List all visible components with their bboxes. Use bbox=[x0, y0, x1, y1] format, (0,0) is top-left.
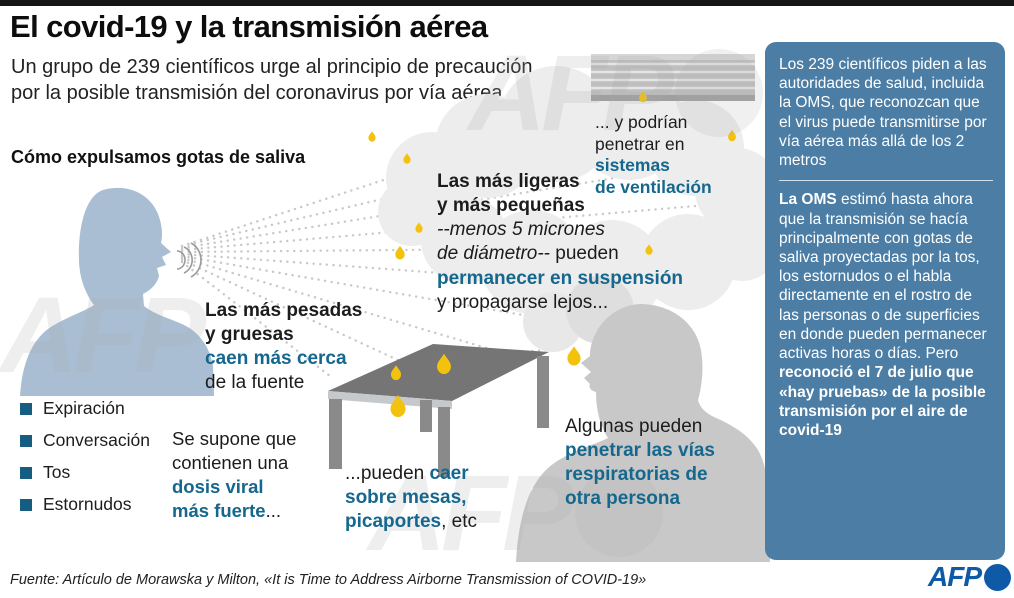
square-bullet-icon bbox=[20, 402, 32, 415]
annotation-text: ...pueden bbox=[345, 463, 430, 484]
annotation-accent-text: sobre mesas, bbox=[345, 487, 467, 509]
sidebar-divider bbox=[779, 180, 993, 182]
droplet-icon bbox=[368, 131, 376, 142]
list-item: Estornudos bbox=[20, 494, 150, 515]
annotation-text: ... bbox=[265, 500, 281, 522]
annotation-text: y gruesas bbox=[205, 324, 294, 346]
droplet-icon bbox=[645, 244, 653, 255]
annotation-light-droplets: Las más ligeras y más pequeñas --menos 5… bbox=[437, 170, 683, 315]
top-bar bbox=[0, 0, 1014, 6]
annotation-text: Algunas pueden bbox=[565, 416, 703, 437]
annotation-text: contienen una bbox=[172, 452, 289, 474]
source-credit: Fuente: Artículo de Morawska y Milton, «… bbox=[10, 572, 647, 588]
annotation-text: de la fuente bbox=[205, 372, 305, 394]
expulsion-modes-list: Expiración Conversación Tos Estornudos bbox=[20, 398, 150, 526]
subtitle-line: Un grupo de 239 científicos urge al prin… bbox=[11, 56, 533, 78]
person-right-silhouette bbox=[516, 304, 770, 562]
annotation-text: Las más pesadas bbox=[205, 300, 363, 321]
annotation-accent-text: sistemas bbox=[595, 155, 670, 176]
sidebar-paragraph-2: La OMS estimó hasta ahora que la transmi… bbox=[779, 190, 993, 440]
annotation-ventilation: ... y podrían penetrar en sistemas de ve… bbox=[595, 112, 712, 199]
sidebar-panel: Los 239 científicos piden a las autorida… bbox=[765, 42, 1005, 560]
annotation-viral-dose: Se supone que contienen una dosis viral … bbox=[172, 427, 296, 523]
droplet-icon bbox=[390, 365, 402, 381]
droplet-icon bbox=[567, 346, 581, 366]
annotation-accent-text: otra persona bbox=[565, 488, 681, 510]
annotation-accent-text: de ventilación bbox=[595, 177, 712, 198]
page-title: El covid-19 y la transmisión aérea bbox=[10, 9, 488, 44]
square-bullet-icon bbox=[20, 498, 32, 511]
sidebar-bold-text: reconoció el 7 de julio que «hay pruebas… bbox=[779, 364, 986, 439]
annotation-accent-text: picaportes bbox=[345, 511, 442, 533]
page-subtitle: Un grupo de 239 científicos urge al prin… bbox=[11, 54, 532, 107]
sidebar-paragraph-1: Los 239 científicos piden a las autorida… bbox=[779, 56, 987, 170]
list-item: Tos bbox=[20, 462, 150, 483]
annotation-other-person: Algunas pueden penetrar las vías respira… bbox=[565, 415, 715, 512]
annotation-text: y más pequeñas bbox=[437, 195, 585, 217]
square-bullet-icon bbox=[20, 466, 32, 479]
droplet-icon bbox=[395, 245, 405, 260]
annotation-accent-text: permanecer en suspensión bbox=[437, 267, 684, 289]
section-heading: Cómo expulsamos gotas de saliva bbox=[11, 147, 306, 167]
annotation-accent-text: caen más cerca bbox=[205, 348, 347, 370]
table-illustration bbox=[328, 344, 549, 477]
annotation-text: penetrar en bbox=[595, 133, 685, 154]
mouth-sound-arcs bbox=[176, 242, 202, 278]
droplet-icon bbox=[639, 90, 647, 103]
annotation-text: de diámetro-- bbox=[437, 243, 550, 265]
afp-logo: AFP bbox=[928, 561, 1011, 593]
annotation-text: , etc bbox=[441, 511, 477, 533]
annotation-text: Las más ligeras bbox=[437, 171, 580, 192]
afp-logo-circle-icon bbox=[984, 563, 1011, 591]
annotation-accent-text: penetrar las vías bbox=[565, 440, 715, 462]
annotation-surfaces: ...pueden caer sobre mesas, picaportes, … bbox=[345, 462, 477, 534]
list-item-label: Estornudos bbox=[43, 494, 132, 514]
droplet-icons bbox=[368, 90, 736, 417]
annotation-text: Se supone que bbox=[172, 428, 297, 449]
annotation-accent-text: dosis viral bbox=[172, 476, 264, 498]
droplet-icon bbox=[403, 153, 411, 164]
annotation-accent-text: caer bbox=[429, 463, 469, 484]
square-bullet-icon bbox=[20, 434, 32, 447]
list-item-label: Tos bbox=[43, 462, 71, 482]
droplet-icon bbox=[415, 222, 423, 233]
list-item: Expiración bbox=[20, 398, 150, 419]
ventilation-grille bbox=[591, 54, 755, 101]
list-item-label: Conversación bbox=[43, 430, 150, 450]
annotation-accent-text: más fuerte bbox=[172, 500, 266, 522]
person-left-silhouette bbox=[20, 187, 214, 396]
droplet-icon bbox=[437, 353, 451, 375]
annotation-text: --menos 5 micrones bbox=[437, 219, 605, 241]
sidebar-bold-text: La OMS bbox=[779, 191, 837, 209]
sidebar-regular-text: estimó hasta ahora que la transmisión se… bbox=[779, 191, 987, 363]
droplet-icon bbox=[390, 395, 406, 417]
annotation-heavy-droplets: Las más pesadas y gruesas caen más cerca… bbox=[205, 299, 362, 396]
annotation-text: ... y podrían bbox=[595, 112, 688, 132]
afp-logo-text: AFP bbox=[928, 561, 982, 592]
annotation-text: pueden bbox=[550, 243, 619, 265]
subtitle-line: por la posible transmisión del coronavir… bbox=[11, 82, 503, 105]
list-item: Conversación bbox=[20, 430, 150, 451]
list-item-label: Expiración bbox=[43, 398, 125, 418]
annotation-text: y propagarse lejos... bbox=[437, 291, 609, 313]
droplet-icon bbox=[728, 129, 736, 142]
annotation-accent-text: respiratorias de bbox=[565, 464, 708, 486]
